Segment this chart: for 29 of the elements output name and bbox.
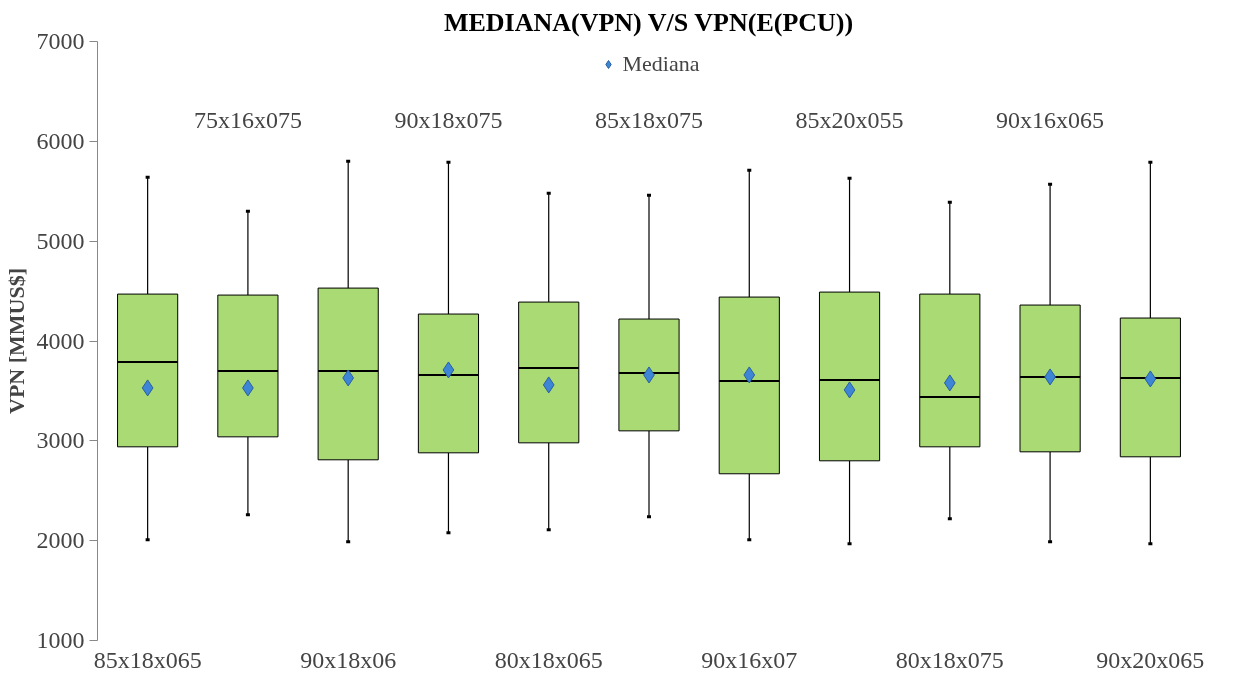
point: [843, 381, 856, 399]
x-tick-label: 90x16x065: [996, 106, 1105, 133]
y-tick-label: 1000: [36, 627, 85, 653]
chart-title: MEDIANA(VPN) V/S VPN(E(PCU)): [443, 7, 854, 37]
y-tick-label: 6000: [36, 127, 85, 154]
x-tick-label: 90x18x06: [300, 646, 397, 673]
y-tick-label: 5000: [36, 227, 85, 254]
legend-label: Mediana: [622, 51, 700, 77]
y-tick-label: 7000: [36, 28, 85, 54]
x-tick-label: 85x18x065: [93, 646, 202, 673]
point: [743, 366, 756, 384]
y-tick-label: 2000: [36, 527, 85, 554]
x-tick-label: 85x18x075: [595, 106, 703, 133]
x-tick-label: 75x16x075: [193, 106, 302, 133]
x-tick-label: 80x18x075: [895, 646, 1004, 673]
y-axis-title: VPN [MMUS$]: [3, 267, 29, 415]
point: [342, 369, 355, 387]
point: [1144, 370, 1157, 388]
point: [141, 379, 154, 397]
y-tick-label: 3000: [36, 427, 85, 454]
x-tick-label: 85x20x055: [795, 106, 904, 133]
x-tick-label: 90x18x075: [394, 106, 503, 133]
x-tick-label: 90x20x065: [1096, 646, 1205, 673]
x-tick-label: 80x18x065: [494, 646, 603, 673]
point: [943, 374, 956, 392]
y-tick-label: 4000: [36, 327, 85, 354]
x-tick-label: 90x16x07: [701, 646, 798, 673]
point: [542, 376, 555, 394]
point: [442, 361, 455, 379]
